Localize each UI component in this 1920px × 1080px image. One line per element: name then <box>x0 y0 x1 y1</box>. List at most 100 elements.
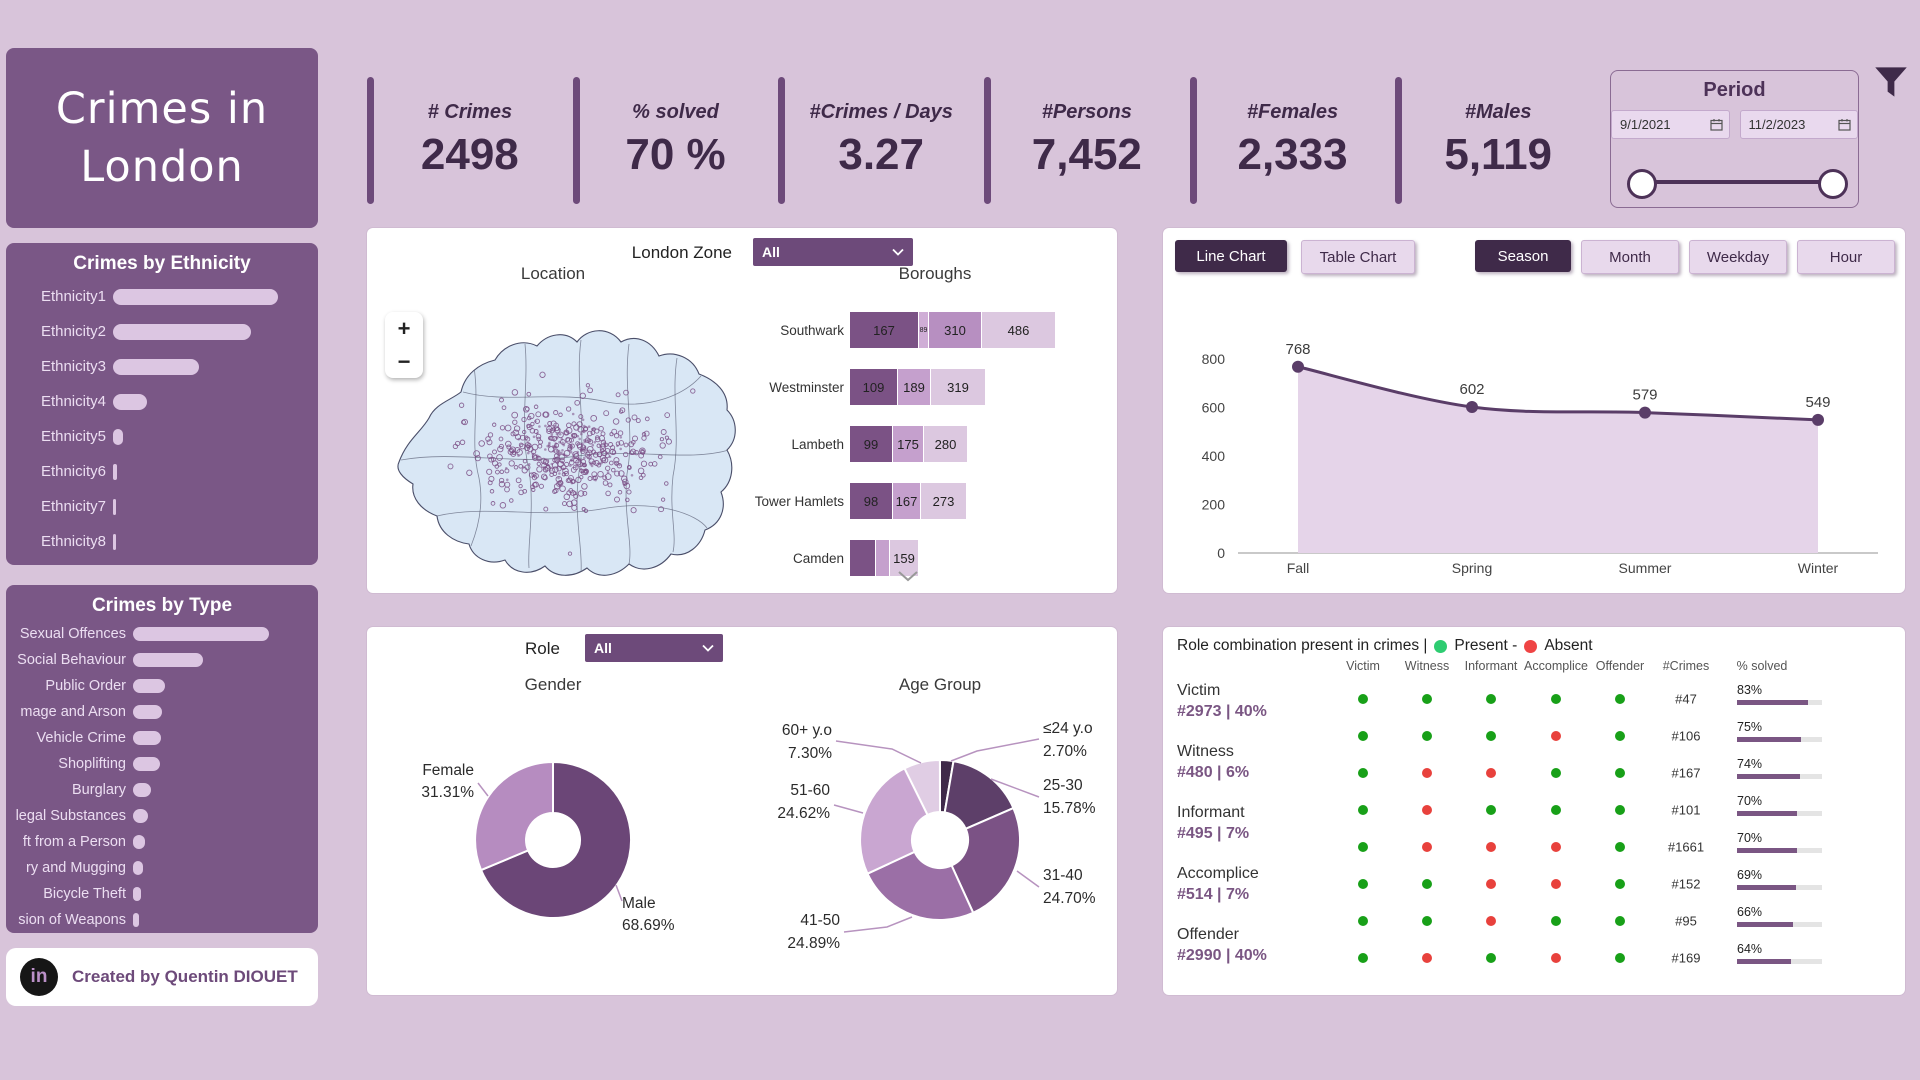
crimes-count: #106 <box>1671 728 1701 744</box>
tab-weekday[interactable]: Weekday <box>1689 240 1787 274</box>
borough-bar-segment[interactable]: 109 <box>850 369 897 405</box>
ethnicity-label: Ethnicity7 <box>40 498 106 515</box>
line-point[interactable] <box>1639 406 1651 419</box>
borough-bar-segment[interactable]: 98 <box>850 483 892 519</box>
type-bar[interactable] <box>133 731 161 745</box>
crime-point <box>504 486 510 493</box>
ethnicity-bar[interactable] <box>113 533 116 550</box>
type-bar[interactable] <box>133 653 203 667</box>
crime-point <box>596 451 603 458</box>
borough-bar-segment[interactable]: 486 <box>982 312 1055 348</box>
line-point[interactable] <box>1466 401 1478 414</box>
donut-slice-Male[interactable] <box>479 760 633 919</box>
crime-point <box>461 419 466 425</box>
tab-line-chart[interactable]: Line Chart <box>1175 240 1287 272</box>
solved-bar <box>1737 885 1822 890</box>
type-bar[interactable] <box>133 809 148 823</box>
crime-point <box>591 443 595 447</box>
type-row: mage and Arson <box>6 699 318 725</box>
crime-point <box>568 444 572 447</box>
tab-table-chart[interactable]: Table Chart <box>1301 240 1415 274</box>
slider-handle-end[interactable] <box>1818 169 1848 199</box>
borough-bar-segment[interactable]: 189 <box>898 369 930 405</box>
ethnicity-bar[interactable] <box>113 498 116 515</box>
kpi-label: # Crimes <box>427 101 513 123</box>
role-dropdown[interactable]: All <box>585 634 723 662</box>
tab-hour[interactable]: Hour <box>1797 240 1895 274</box>
borough-bar-segment[interactable]: 159 <box>890 540 918 576</box>
borough-bar-segment[interactable] <box>876 540 889 576</box>
ethnicity-bar[interactable] <box>113 463 117 480</box>
slider-track[interactable] <box>1639 180 1830 184</box>
crime-point <box>623 451 629 458</box>
borough-bar-segment[interactable] <box>850 540 875 576</box>
type-bar[interactable] <box>133 705 162 719</box>
type-bar[interactable] <box>133 627 269 641</box>
crime-point <box>565 437 572 444</box>
crime-point <box>498 436 504 442</box>
crime-point <box>523 444 531 451</box>
zoom-in-button[interactable]: + <box>397 315 411 341</box>
crime-point <box>603 410 610 417</box>
svg-text:600: 600 <box>1202 400 1226 416</box>
slider-handle-start[interactable] <box>1627 169 1657 199</box>
type-bar[interactable] <box>133 861 143 875</box>
london-zone-dropdown[interactable]: All <box>753 238 913 266</box>
borough-bar-segment[interactable]: 175 <box>893 426 923 462</box>
period-end-input[interactable]: 11/2/2023 <box>1739 110 1858 139</box>
role-group-stat: #495 | 7% <box>1177 825 1250 842</box>
linkedin-icon[interactable]: in <box>20 958 58 996</box>
london-map[interactable] <box>377 300 747 590</box>
line-point[interactable] <box>1812 413 1824 426</box>
crime-point <box>555 435 558 439</box>
crime-point <box>492 422 497 427</box>
ethnicity-bar[interactable] <box>113 393 147 410</box>
type-bar[interactable] <box>133 757 160 771</box>
borough-bar-segment[interactable]: 167 <box>893 483 920 519</box>
borough-label: Southwark <box>780 322 844 338</box>
donut-slice-60+yo[interactable] <box>903 758 942 817</box>
ethnicity-bar[interactable] <box>113 288 278 305</box>
column-header: Witness <box>1404 659 1450 673</box>
type-bar[interactable] <box>133 783 151 797</box>
tab-season[interactable]: Season <box>1475 240 1571 272</box>
tab-month[interactable]: Month <box>1581 240 1679 274</box>
borough-bar-segment[interactable]: 310 <box>929 312 981 348</box>
filter-icon[interactable] <box>1872 64 1910 100</box>
type-bar[interactable] <box>133 835 145 849</box>
crime-point <box>571 504 578 511</box>
zoom-out-button[interactable]: − <box>397 348 411 374</box>
borough-bar-segment[interactable]: 99 <box>850 426 892 462</box>
type-bar[interactable] <box>133 913 139 927</box>
donut-slice-3140[interactable] <box>950 806 1021 915</box>
type-row: ft from a Person <box>6 829 318 855</box>
crime-point <box>587 456 591 459</box>
gender-title: Gender <box>524 675 582 694</box>
period-start-input[interactable]: 9/1/2021 <box>1611 110 1730 139</box>
present-dot <box>1422 731 1432 741</box>
donut-slice-4150[interactable] <box>866 850 975 921</box>
ethnicity-bar[interactable] <box>113 358 199 375</box>
type-bar[interactable] <box>133 679 165 693</box>
crime-point <box>473 450 480 457</box>
borough-bar-segment[interactable]: 89 <box>919 312 928 348</box>
donut-slice-Female[interactable] <box>474 760 554 872</box>
crime-point <box>627 465 632 470</box>
borough-bar-segment[interactable]: 167 <box>850 312 918 348</box>
ethnicity-bar[interactable] <box>113 323 251 340</box>
borough-bar-segment[interactable]: 280 <box>924 426 967 462</box>
ethnicity-bar[interactable] <box>113 428 123 445</box>
borough-bar-segment[interactable]: 319 <box>931 369 985 405</box>
type-label: Burglary <box>72 782 126 798</box>
crime-point <box>593 451 597 455</box>
crime-point <box>458 402 465 408</box>
donut-slice-5160[interactable] <box>859 766 929 876</box>
crime-point <box>581 470 584 474</box>
absent-dot <box>1486 916 1496 926</box>
line-point[interactable] <box>1292 360 1304 373</box>
type-bar[interactable] <box>133 887 141 901</box>
borough-bar-segment[interactable]: 273 <box>921 483 966 519</box>
crime-point <box>549 469 552 472</box>
crime-point <box>508 460 515 467</box>
boroughs-scroll-chevron-icon[interactable] <box>897 570 919 583</box>
